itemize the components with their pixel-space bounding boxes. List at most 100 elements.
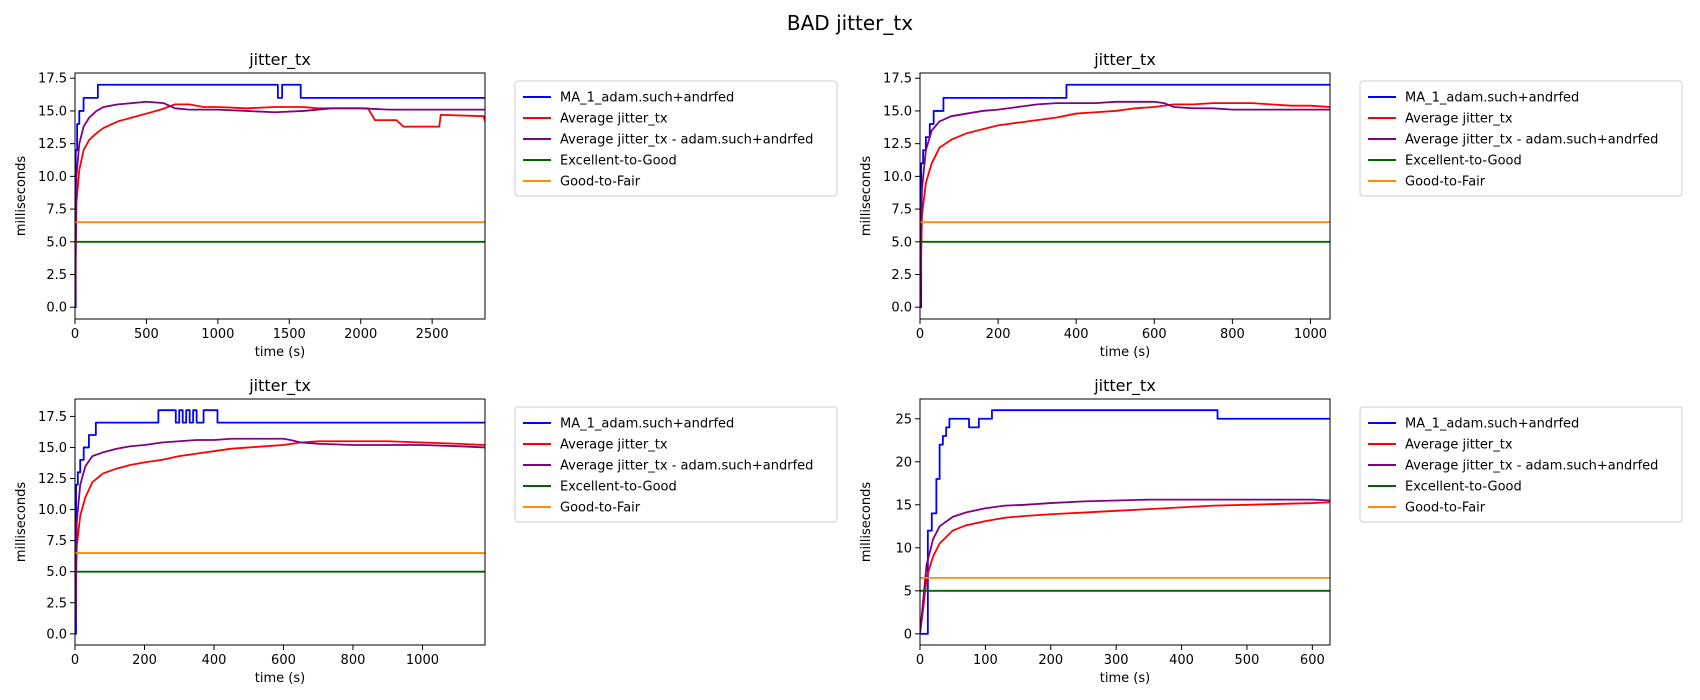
legend-box — [514, 406, 838, 523]
y-tick-label: 12.5 — [883, 137, 912, 152]
y-tick-label: 25 — [895, 412, 912, 427]
series-line-2 — [75, 103, 485, 308]
y-tick-label: 12.5 — [38, 472, 67, 487]
y-tick-label: 15.0 — [883, 104, 912, 119]
legend-entry: Excellent-to-Good — [560, 480, 677, 495]
x-tick-label: 400 — [1064, 327, 1089, 342]
legend-entry: MA_1_adam.such+andrfed — [1405, 417, 1579, 432]
x-tick-label: 0 — [71, 327, 79, 342]
plot-frame — [74, 398, 486, 646]
legend-entry: Average jitter_tx — [560, 112, 668, 127]
x-axis-label: time (s) — [255, 671, 305, 686]
subplot-2: jitter_tx 0 200 400 600 800 1000 0.0 2.5 5.0 7.5 10… — [859, 50, 1683, 360]
series-line-3 — [920, 498, 1330, 634]
series-group — [75, 409, 485, 635]
y-tick-label: 12.5 — [38, 137, 67, 152]
y-tick-label: 5.0 — [46, 235, 67, 250]
x-tick-label: 500 — [134, 327, 159, 342]
x-tick-label: 1000 — [1294, 327, 1327, 342]
x-tick-label: 0 — [916, 653, 924, 668]
legend: MA_1_adam.such+andrfed Average jitter_tx A… — [1359, 80, 1683, 197]
series-line-1 — [75, 83, 485, 309]
legend-entry: Good-to-Fair — [1405, 175, 1486, 190]
x-tick-label: 0 — [916, 327, 924, 342]
plot-frame — [74, 72, 486, 320]
legend-entry: Excellent-to-Good — [1405, 154, 1522, 169]
y-tick-label: 7.5 — [891, 203, 912, 218]
legend-entry: Average jitter_tx - adam.such+andrfed — [560, 133, 813, 148]
series-line-3 — [75, 100, 485, 308]
y-axis-label: milliseconds — [859, 482, 874, 562]
y-tick-label: 10.0 — [38, 503, 67, 518]
x-tick-label: 2000 — [344, 327, 377, 342]
legend-entry: Average jitter_tx — [1405, 438, 1513, 453]
legend-entry: MA_1_adam.such+andrfed — [560, 91, 734, 106]
legend-box — [1359, 406, 1683, 523]
y-tick-label: 10 — [895, 541, 912, 556]
x-tick-label: 200 — [1038, 653, 1063, 668]
subplots: jitter_tx0 500 1000 1500 2000 25000.02.55.07.… — [14, 50, 1683, 686]
series-line-1 — [75, 409, 485, 635]
x-tick-label: 400 — [1169, 653, 1194, 668]
series-line-1 — [920, 409, 1330, 635]
y-axis-label: milliseconds — [859, 156, 874, 236]
legend-entry: MA_1_adam.such+andrfed — [560, 417, 734, 432]
y-tick-label: 20 — [895, 455, 912, 470]
legend-entry: MA_1_adam.such+andrfed — [1405, 91, 1579, 106]
subplot-1: jitter_tx 0 500 1000 1500 2000 2500 0.0 2.5 5.0 7.… — [14, 50, 838, 360]
x-tick-label: 1000 — [201, 327, 234, 342]
y-tick-label: 7.5 — [46, 534, 67, 549]
x-tick-label: 600 — [271, 653, 296, 668]
legend-entry: Excellent-to-Good — [1405, 480, 1522, 495]
x-tick-label: 200 — [132, 653, 157, 668]
series-line-2 — [920, 501, 1330, 634]
legend-entry: Average jitter_tx — [560, 438, 668, 453]
x-tick-label: 1000 — [406, 653, 439, 668]
legend: MA_1_adam.such+andrfed Average jitter_tx A… — [514, 80, 838, 197]
figure-title: BAD jitter_tx — [787, 11, 913, 35]
x-tick-label: 200 — [986, 327, 1011, 342]
x-tick-label: 2500 — [416, 327, 449, 342]
y-tick-label: 15 — [895, 498, 912, 513]
x-tick-label: 400 — [202, 653, 227, 668]
y-tick-label: 17.5 — [38, 410, 67, 425]
x-axis-label: time (s) — [255, 345, 305, 360]
y-tick-label: 5.0 — [46, 565, 67, 580]
subplot-title: jitter_tx — [248, 50, 311, 70]
y-tick-label: 2.5 — [46, 268, 67, 283]
x-tick-label: 1500 — [273, 327, 306, 342]
legend: MA_1_adam.such+andrfed Average jitter_tx A… — [1359, 406, 1683, 523]
series-line-2 — [75, 440, 485, 634]
y-axis-label: milliseconds — [14, 156, 29, 236]
x-tick-label: 600 — [1142, 327, 1167, 342]
legend: MA_1_adam.such+andrfed Average jitter_tx A… — [514, 406, 838, 523]
legend-box — [1359, 80, 1683, 197]
y-tick-label: 0 — [904, 627, 912, 642]
y-tick-label: 7.5 — [46, 203, 67, 218]
series-line-1 — [920, 83, 1330, 309]
y-tick-label: 0.0 — [891, 301, 912, 316]
x-axis-label: time (s) — [1100, 345, 1150, 360]
subplot-3: jitter_tx 0 200 400 600 800 1000 0.0 2.5 5.0 7.5 10… — [14, 376, 838, 686]
x-tick-label: 300 — [1104, 653, 1129, 668]
x-tick-label: 0 — [71, 653, 79, 668]
legend-entry: Average jitter_tx - adam.such+andrfed — [1405, 459, 1658, 474]
x-tick-label: 800 — [1220, 327, 1245, 342]
series-group — [920, 409, 1330, 635]
series-line-3 — [920, 100, 1330, 308]
y-tick-label: 2.5 — [891, 268, 912, 283]
y-tick-label: 0.0 — [46, 301, 67, 316]
x-tick-label: 100 — [973, 653, 998, 668]
subplot-title: jitter_tx — [1093, 376, 1156, 396]
legend-entry: Average jitter_tx — [1405, 112, 1513, 127]
plot-frame — [919, 72, 1331, 320]
y-tick-label: 5 — [904, 584, 912, 599]
y-tick-label: 15.0 — [38, 441, 67, 456]
legend-entry: Good-to-Fair — [560, 501, 641, 516]
y-tick-label: 17.5 — [38, 72, 67, 87]
y-tick-label: 5.0 — [891, 235, 912, 250]
y-tick-label: 0.0 — [46, 627, 67, 642]
plot-frame — [919, 398, 1331, 646]
legend-entry: Good-to-Fair — [560, 175, 641, 190]
